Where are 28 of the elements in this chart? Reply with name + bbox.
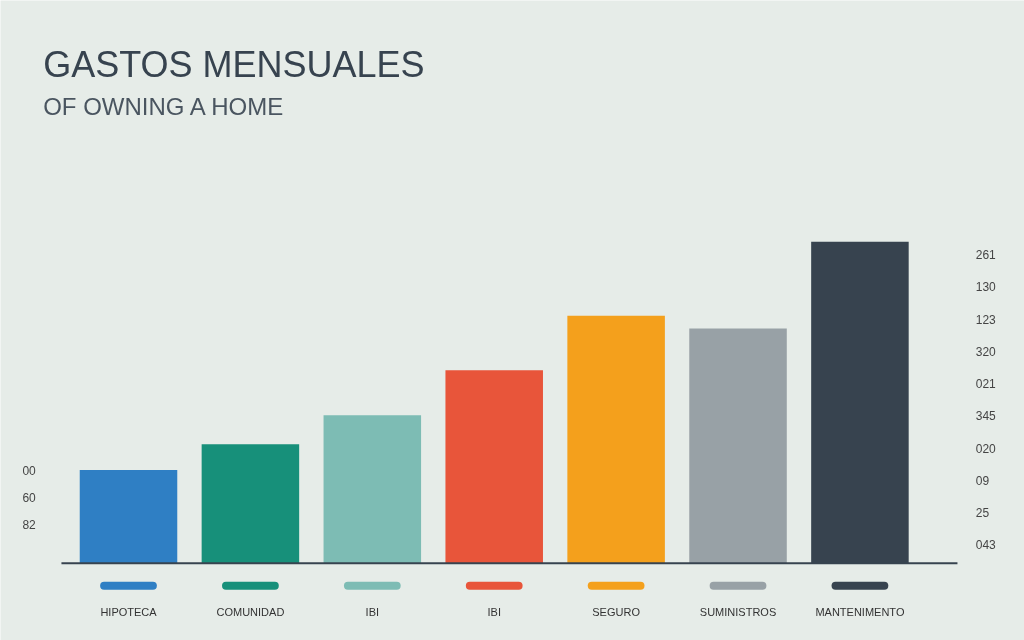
chart-title: GASTOS MENSUALES	[43, 44, 425, 86]
text: 09	[975, 473, 990, 488]
bar	[567, 315, 665, 564]
text: 130	[975, 280, 997, 295]
text: 00	[22, 463, 37, 478]
x-tick-label: IBI	[365, 605, 380, 618]
x-tick-label: SEGURO	[592, 605, 641, 618]
bar	[689, 328, 787, 564]
chart-subtitle: OF OWNING A HOME	[43, 93, 284, 121]
x-tick-label: MANTENIMENTO	[815, 605, 905, 618]
x-tick-label: SUMINISTROS	[699, 605, 777, 618]
text: 021	[975, 377, 997, 392]
x-tick-label: COMUNIDAD	[216, 605, 285, 618]
text: 345	[975, 409, 997, 424]
text: 60	[22, 490, 37, 505]
text: 020	[975, 441, 997, 456]
bar	[201, 444, 300, 564]
bar	[323, 415, 422, 564]
text: 25	[975, 506, 990, 521]
text: 320	[975, 344, 997, 359]
text: 261	[975, 248, 997, 263]
bar	[445, 370, 543, 564]
x-tick-label: IBI	[487, 605, 501, 618]
bar	[79, 470, 178, 564]
x-tick-label: HIPOTECA	[100, 605, 158, 618]
text: 82	[22, 518, 37, 533]
text: 123	[975, 312, 997, 327]
text: 043	[975, 538, 997, 553]
